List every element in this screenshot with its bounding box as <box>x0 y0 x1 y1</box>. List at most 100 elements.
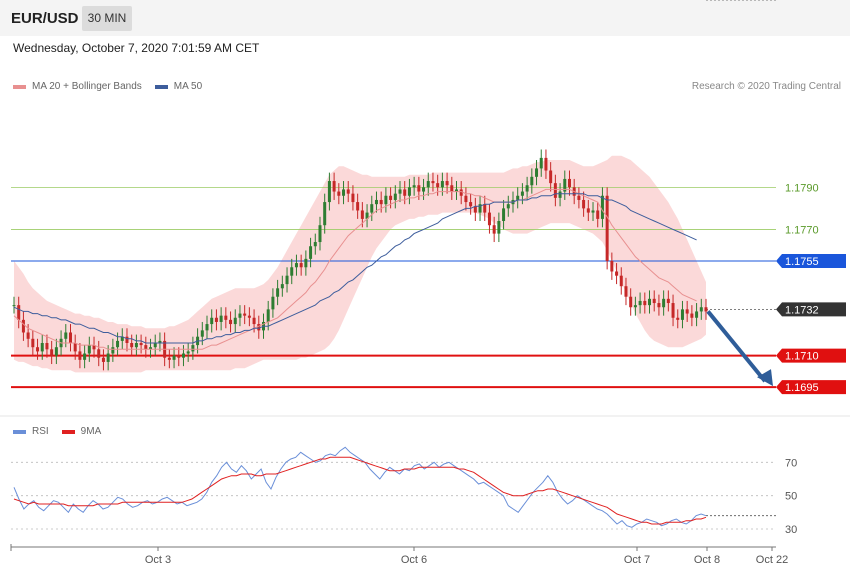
candle-body <box>605 195 609 261</box>
candle-body <box>139 343 143 346</box>
candle-body <box>313 242 317 247</box>
symbol-label: EUR/USD <box>11 10 79 27</box>
candle-body <box>478 204 482 213</box>
candle-body <box>276 288 280 297</box>
candle-body <box>280 284 284 289</box>
candle-body <box>502 208 506 221</box>
candle-body <box>374 199 378 205</box>
candle-body <box>464 195 468 203</box>
candle-body <box>149 347 153 350</box>
candle-body <box>440 181 444 188</box>
rsi9ma-swatch <box>61 429 75 434</box>
candle-body <box>252 317 256 325</box>
level-label-4: 1.1710 <box>785 351 819 363</box>
level-label-3: 1.1732 <box>785 304 819 316</box>
candle-body <box>596 210 600 219</box>
candle-body <box>294 263 298 268</box>
research-credit: Research © 2020 Trading Central <box>691 81 841 92</box>
ma20-swatch <box>13 84 26 89</box>
candle-body <box>271 296 275 310</box>
candle-body <box>610 260 614 272</box>
candle-body <box>389 195 393 200</box>
candle-body <box>309 246 313 259</box>
candle-body <box>26 332 30 339</box>
ma50-swatch <box>154 84 168 89</box>
candle-body <box>431 181 435 184</box>
interval-button[interactable]: 30 MIN <box>82 6 132 31</box>
level-label-1: 1.1770 <box>785 224 819 236</box>
candle-body <box>83 353 87 360</box>
candle-body <box>210 317 214 325</box>
candle-body <box>214 317 218 322</box>
candle-body <box>238 313 242 318</box>
candle-body <box>492 225 496 234</box>
candle-body <box>483 204 487 213</box>
candle-body <box>125 336 129 343</box>
x-tick-label-1: Oct 6 <box>401 554 427 566</box>
rsi-tick-label-0: 70 <box>785 457 797 469</box>
rsi-legend-label: RSI <box>32 426 49 437</box>
candle-body <box>666 298 670 304</box>
candle-body <box>17 305 21 320</box>
candle-body <box>219 315 223 322</box>
candle-body <box>506 204 510 209</box>
x-tick-label-2: Oct 7 <box>624 554 650 566</box>
candle-body <box>106 353 110 362</box>
candle-body <box>662 298 666 308</box>
candle-body <box>459 189 463 196</box>
candle-body <box>600 195 604 219</box>
candle-body <box>648 298 652 306</box>
candle-body <box>445 181 449 186</box>
ma20-line <box>13 188 697 350</box>
main-legend: MA 20 + Bollinger Bands MA 50 <box>13 81 202 92</box>
candle-body <box>205 324 209 331</box>
candle-body <box>365 212 369 219</box>
candle-body <box>158 340 162 343</box>
candle-body <box>704 307 708 312</box>
candle-body <box>356 202 360 211</box>
candle-body <box>530 176 534 186</box>
candle-body <box>68 332 72 343</box>
candle-body <box>318 225 322 243</box>
candle-body <box>181 353 185 358</box>
candle-body <box>45 343 49 350</box>
candle-body <box>676 317 680 320</box>
candle-body <box>153 343 157 348</box>
rsi-tick-label-1: 50 <box>785 491 797 503</box>
candle-body <box>54 347 58 356</box>
chart-datetime: Wednesday, October 7, 2020 7:01:59 AM CE… <box>13 41 260 55</box>
level-tag-5 <box>776 380 846 395</box>
candle-body <box>323 202 327 226</box>
level-label-5: 1.1695 <box>785 382 819 394</box>
candle-body <box>398 189 402 194</box>
candle-body <box>247 315 251 318</box>
candle-body <box>591 210 595 213</box>
candle-body <box>586 208 590 213</box>
candle-body <box>450 185 454 192</box>
candle-body <box>130 343 134 348</box>
candle-body <box>229 319 233 325</box>
candle-body <box>337 191 341 196</box>
candle-body <box>243 313 247 316</box>
candle-body <box>285 275 289 285</box>
candle-body <box>73 343 77 352</box>
candle-body <box>224 315 228 320</box>
rsi-9ma-line <box>13 456 707 525</box>
forecast-arrow-shaft <box>706 310 767 383</box>
candle-body <box>553 183 557 198</box>
candle-body <box>360 210 364 219</box>
candle-body <box>455 189 459 192</box>
candle-body <box>12 305 16 307</box>
rsi-swatch <box>13 429 26 434</box>
candle-body <box>111 347 115 354</box>
chart-header: EUR/USD 30 MIN <box>0 0 850 36</box>
candle-body <box>657 303 661 308</box>
candle-body <box>186 351 190 354</box>
candle-body <box>87 345 91 354</box>
candle-body <box>695 311 699 318</box>
candle-body <box>629 296 633 308</box>
rsi-legend: RSI 9MA <box>13 426 101 437</box>
candle-body <box>21 319 25 333</box>
candle-body <box>50 349 54 356</box>
